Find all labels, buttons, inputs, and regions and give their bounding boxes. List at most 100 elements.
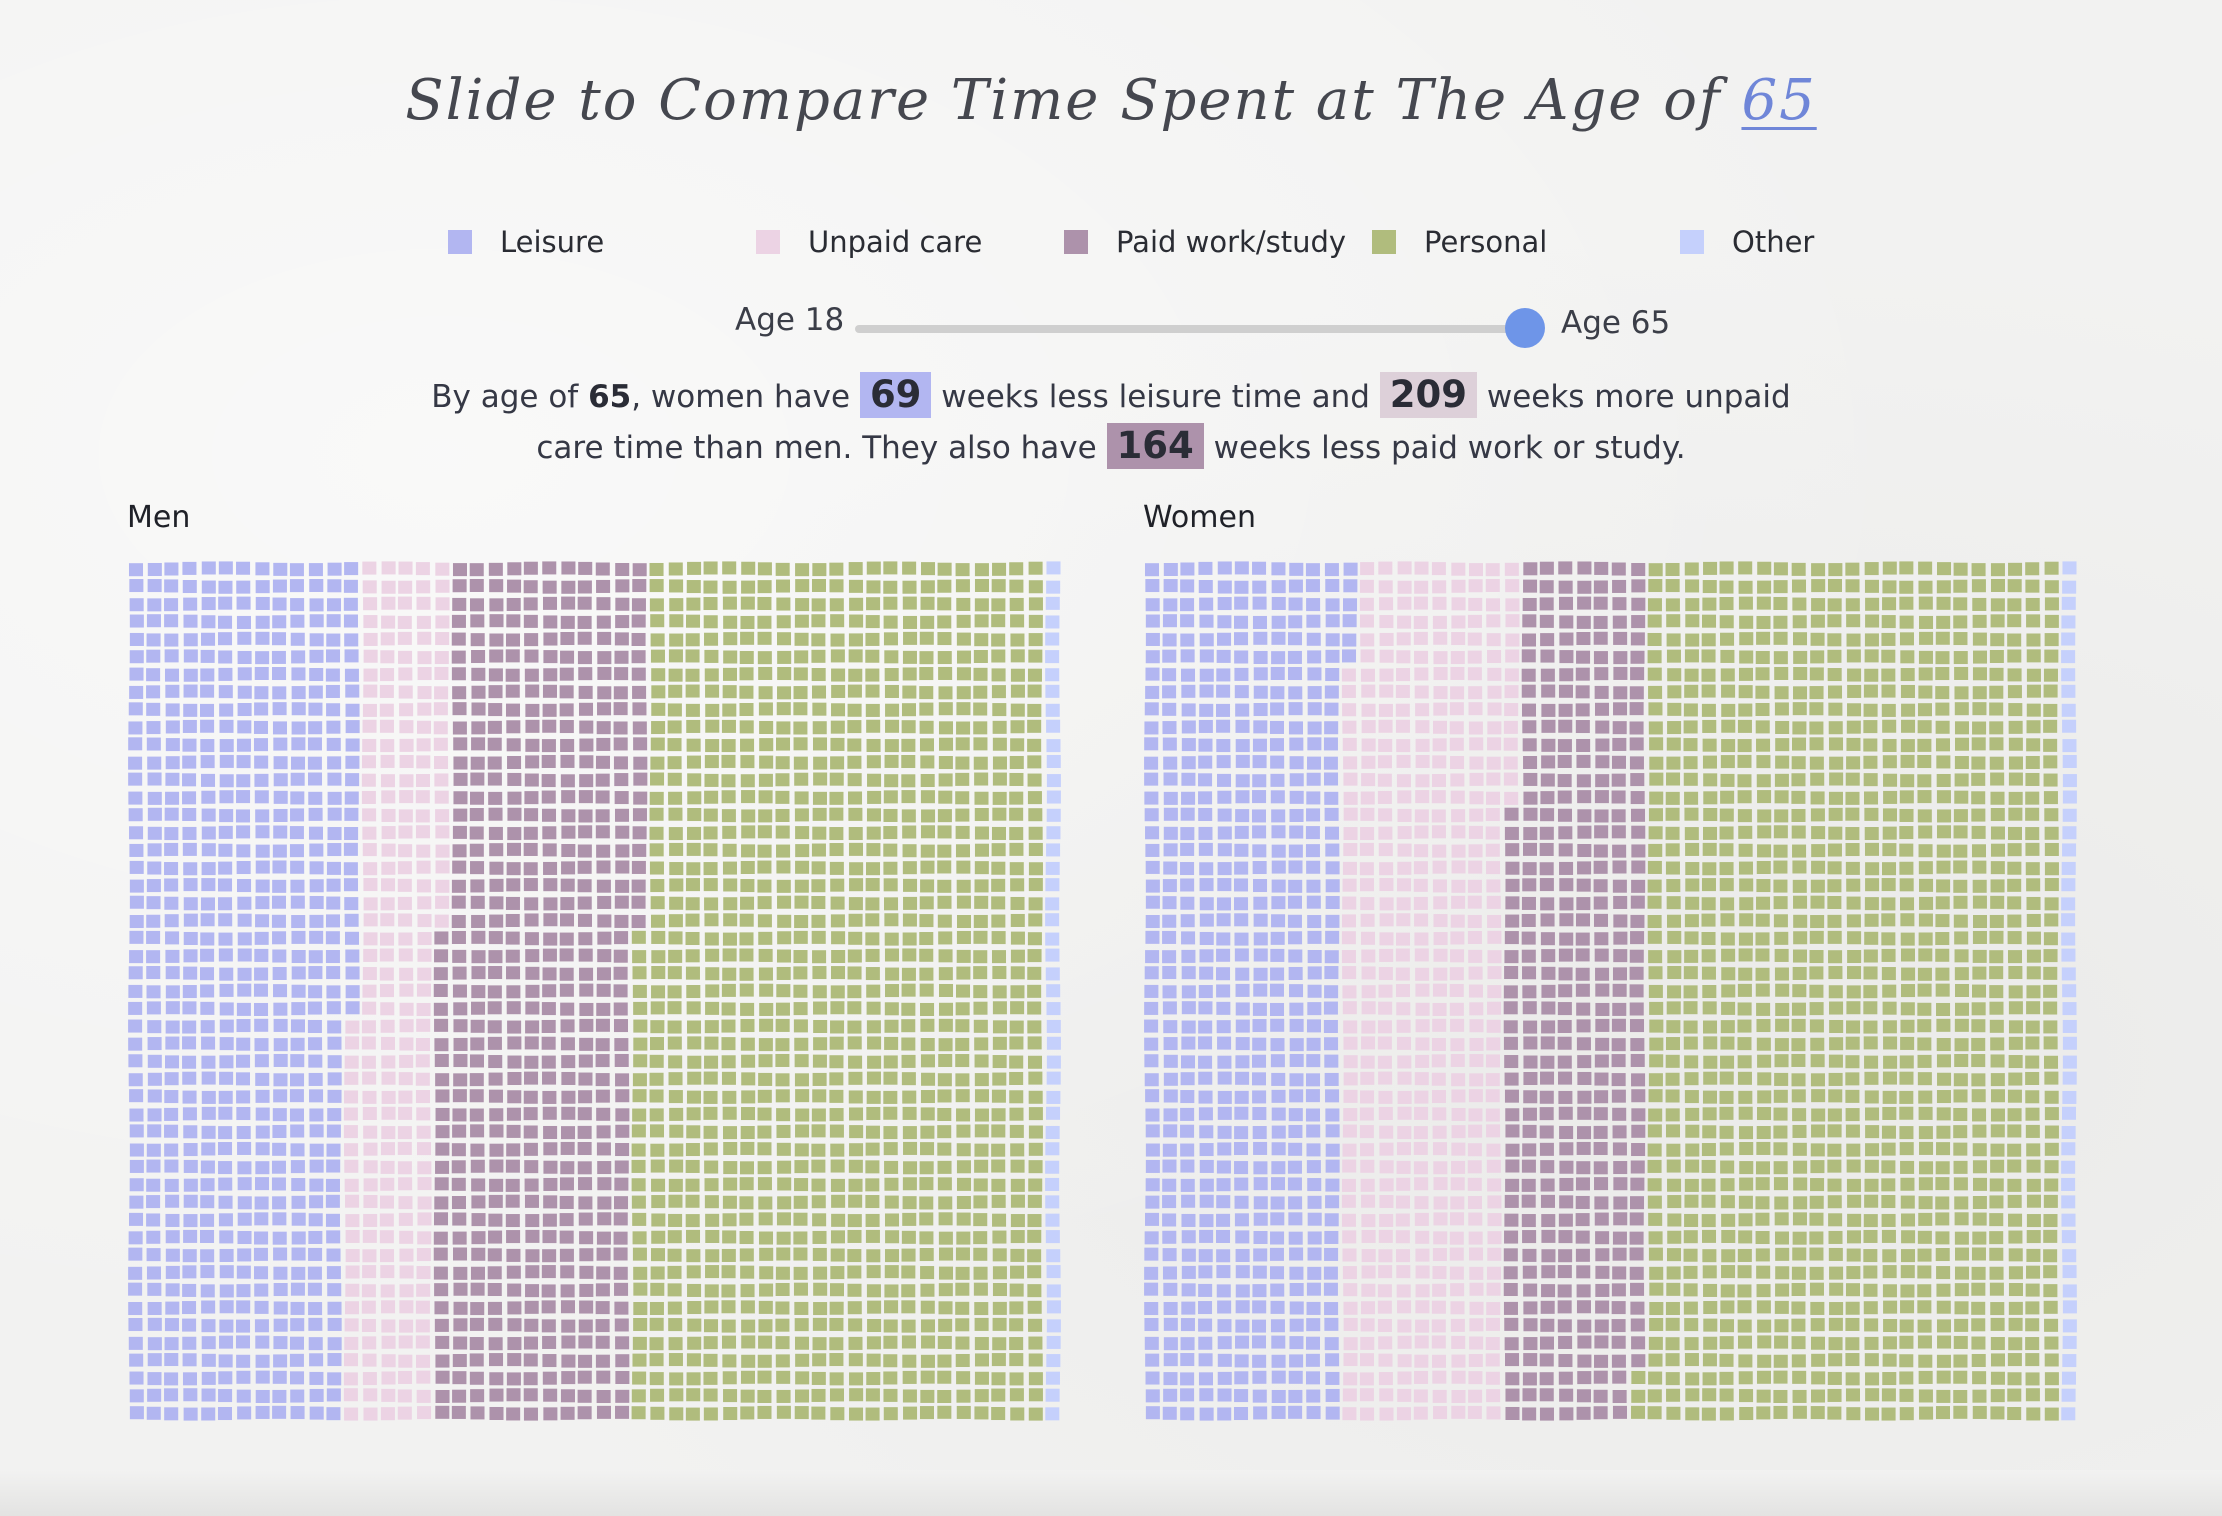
week-cell-personal (1847, 931, 1862, 945)
week-cell-personal (1899, 1319, 1914, 1333)
week-cell-personal (1918, 1090, 1933, 1104)
week-cell-personal (2008, 1301, 2023, 1315)
week-cell-paid-work-study (451, 914, 466, 929)
week-cell-leisure (236, 580, 251, 594)
week-cell-personal (1809, 1231, 1824, 1245)
week-cell-personal (739, 983, 754, 997)
week-cell-paid-work-study (507, 1283, 522, 1297)
week-cell-leisure (1145, 667, 1160, 681)
week-cell-personal (1774, 1231, 1790, 1245)
week-cell-unpaid-care (1361, 985, 1376, 999)
week-cell-paid-work-study (631, 915, 646, 929)
week-cell-unpaid-care (1432, 1125, 1447, 1139)
week-cell-unpaid-care (1432, 1370, 1447, 1384)
week-cell-personal (686, 1020, 702, 1034)
week-cell-personal (1990, 843, 2005, 857)
week-cell-unpaid-care (1379, 615, 1394, 629)
week-cell-leisure (1199, 1159, 1214, 1173)
week-cell-personal (1649, 791, 1664, 805)
week-cell-personal (992, 1301, 1007, 1315)
week-cell-unpaid-care (1396, 897, 1411, 911)
week-cell-paid-work-study (1575, 667, 1590, 681)
week-cell-personal (687, 561, 702, 575)
week-cell-unpaid-care (1450, 1318, 1465, 1332)
week-cell-paid-work-study (452, 563, 467, 577)
week-cell-personal (1756, 1406, 1771, 1420)
week-cell-personal (937, 825, 952, 839)
week-cell-personal (739, 948, 754, 962)
week-cell-personal (775, 773, 790, 787)
week-cell-leisure (1163, 1108, 1178, 1122)
week-cell-leisure (326, 720, 341, 734)
week-cell-leisure (237, 650, 252, 664)
week-cell-leisure (236, 1107, 251, 1121)
week-cell-personal (811, 598, 826, 612)
week-cell-unpaid-care (1413, 896, 1428, 910)
week-cell-personal (1935, 651, 1950, 665)
week-cell-leisure (165, 1036, 180, 1050)
week-cell-leisure (128, 1037, 143, 1051)
week-cell-personal (740, 1019, 755, 1033)
week-cell-paid-work-study (471, 1231, 486, 1245)
week-cell-personal (1792, 1231, 1807, 1245)
week-cell-paid-work-study (1577, 561, 1592, 575)
week-cell-paid-work-study (1522, 985, 1537, 999)
week-cell-leisure (219, 1055, 234, 1069)
week-cell-personal (633, 1266, 648, 1280)
week-cell-leisure (183, 1229, 198, 1243)
week-cell-paid-work-study (614, 808, 630, 822)
week-cell-leisure (183, 1159, 198, 1173)
week-cell-personal (956, 930, 971, 944)
week-cell-leisure (183, 703, 198, 717)
week-cell-paid-work-study (507, 1090, 522, 1104)
week-cell-paid-work-study (541, 739, 556, 753)
week-cell-personal (757, 580, 772, 594)
week-cell-paid-work-study (578, 948, 593, 962)
week-cell-personal (1009, 1337, 1024, 1351)
week-cell-leisure (1288, 860, 1303, 874)
week-cell-paid-work-study (1522, 1143, 1537, 1157)
week-cell-paid-work-study (541, 1284, 556, 1298)
week-cell-personal (1810, 808, 1825, 822)
week-cell-personal (741, 1054, 756, 1068)
week-cell-paid-work-study (1540, 791, 1555, 805)
week-cell-unpaid-care (363, 1407, 378, 1421)
week-cell-unpaid-care (1485, 1353, 1500, 1367)
week-cell-personal (1793, 895, 1808, 909)
week-cell-personal (866, 561, 881, 575)
week-cell-leisure (147, 562, 162, 577)
week-cell-paid-work-study (1629, 737, 1644, 751)
title-age-link[interactable]: 65 (1741, 68, 1817, 133)
slider-thumb[interactable] (1505, 308, 1545, 348)
week-cell-unpaid-care (416, 1248, 431, 1262)
week-cell-paid-work-study (469, 563, 484, 577)
week-cell-personal (1882, 843, 1897, 857)
week-cell-personal (937, 1370, 952, 1384)
week-cell-paid-work-study (1559, 1195, 1574, 1209)
week-cell-paid-work-study (1631, 825, 1646, 839)
week-cell-paid-work-study (1629, 949, 1644, 963)
week-cell-unpaid-care (1451, 879, 1466, 893)
week-cell-leisure (1288, 1124, 1303, 1138)
week-cell-personal (1811, 1371, 1826, 1385)
week-cell-personal (1647, 879, 1662, 893)
week-cell-personal (1810, 614, 1825, 628)
week-cell-leisure (308, 563, 323, 577)
week-cell-personal (721, 1265, 736, 1279)
week-cell-leisure (273, 756, 288, 770)
week-cell-personal (811, 1108, 826, 1122)
week-cell-personal (1757, 1107, 1772, 1121)
week-cell-personal (1739, 1142, 1754, 1156)
week-cell-leisure (183, 668, 198, 682)
week-cell-personal (2007, 579, 2022, 593)
week-cell-unpaid-care (380, 1002, 395, 1016)
week-cell-personal (1917, 983, 1932, 997)
week-cell-paid-work-study (1541, 703, 1556, 717)
week-cell-personal (867, 773, 882, 787)
week-cell-personal (1791, 1089, 1806, 1103)
week-cell-personal (1900, 948, 1915, 962)
week-cell-personal (938, 666, 953, 680)
slider-track[interactable] (855, 325, 1533, 333)
week-cell-leisure (147, 1388, 162, 1402)
week-cell-unpaid-care (399, 967, 414, 981)
